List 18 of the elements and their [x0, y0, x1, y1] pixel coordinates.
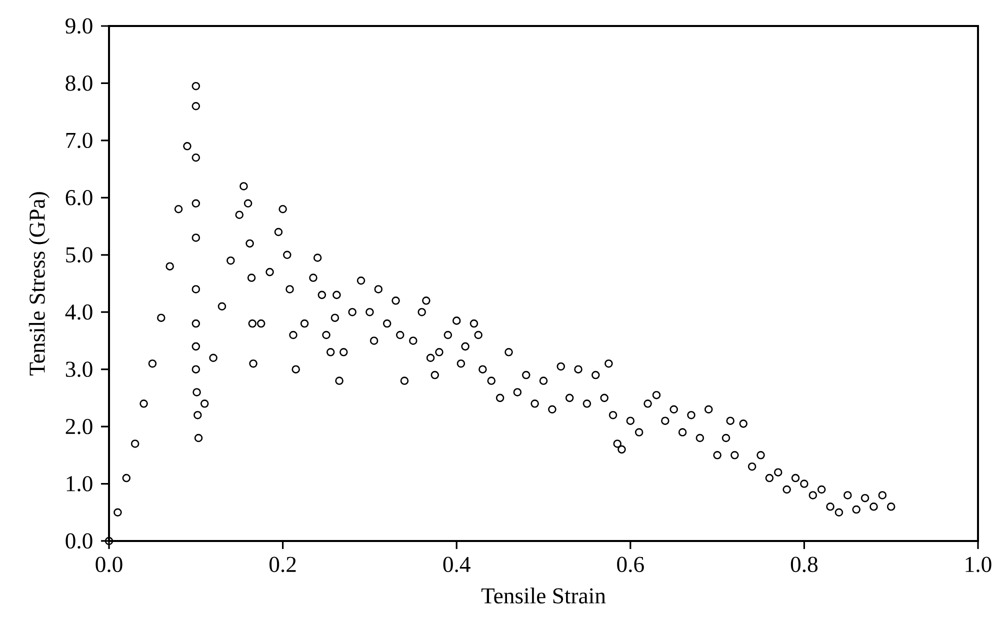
- x-tick-label: 0.0: [96, 556, 122, 572]
- y-tick-label: 1.0: [66, 476, 92, 492]
- x-tick-label: 0.2: [269, 556, 296, 572]
- y-axis-title: Tensile Stress (GPa): [28, 192, 50, 376]
- y-tick-label: 9.0: [66, 18, 92, 34]
- x-tick-label: 1.0: [966, 556, 992, 572]
- y-tick-label: 0.0: [66, 533, 92, 549]
- x-tick-label: 0.8: [790, 556, 818, 572]
- x-axis-title: Tensile Strain: [481, 588, 606, 604]
- y-tick-label: 6.0: [66, 190, 92, 206]
- x-tick-label: 0.4: [443, 556, 470, 572]
- y-tick-label: 8.0: [66, 76, 92, 91]
- y-tick-label: 2.0: [66, 418, 92, 434]
- x-tick-label: 0.6: [617, 556, 644, 572]
- y-tick-label: 4.0: [65, 304, 92, 320]
- y-tick-label: 7.0: [66, 132, 92, 148]
- y-tick-label: 3.0: [66, 362, 92, 378]
- y-tick-label: 5.0: [66, 247, 92, 263]
